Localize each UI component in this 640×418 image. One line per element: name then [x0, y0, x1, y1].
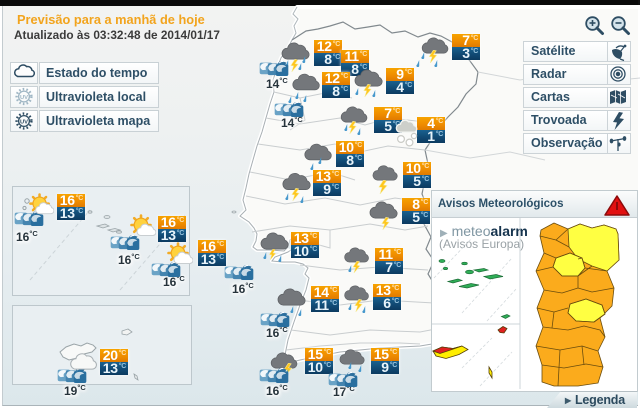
- svg-text:UV: UV: [20, 95, 28, 101]
- svg-text:UV: UV: [20, 120, 28, 126]
